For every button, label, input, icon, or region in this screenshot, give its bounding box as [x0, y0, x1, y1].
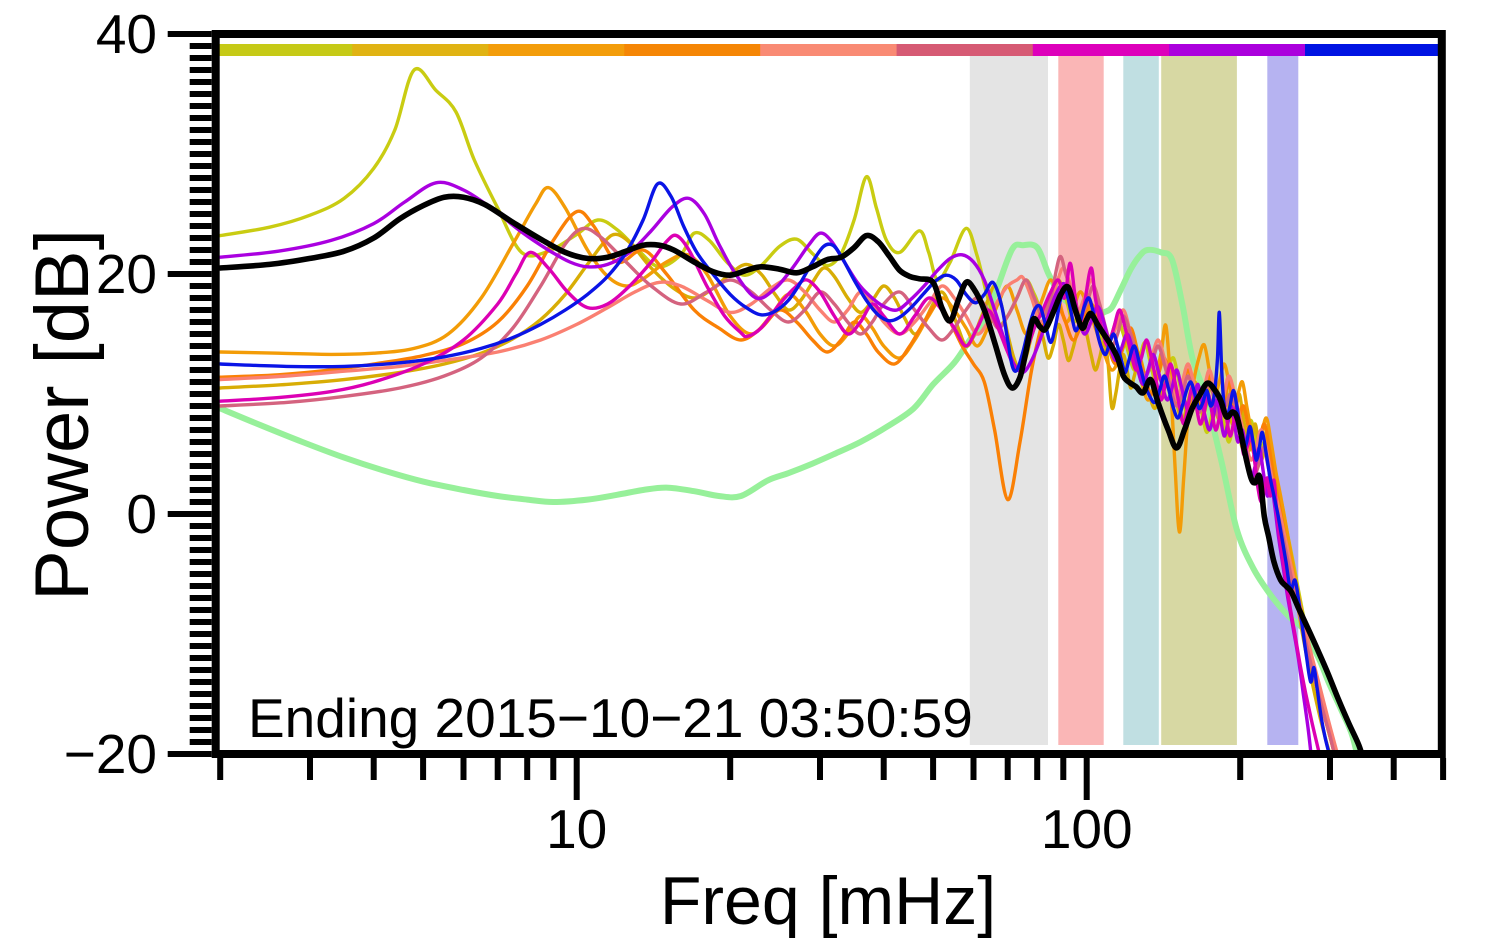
top-bar-segment-7 [1169, 44, 1306, 56]
top-bar-segment-3 [624, 44, 761, 56]
x-tick-label: 10 [546, 798, 607, 860]
x-tick-label: 100 [1041, 798, 1133, 860]
y-axis [167, 31, 212, 757]
plot-frame [211, 30, 1446, 758]
top-bar-segment-5 [896, 44, 1034, 56]
y-axis-title: Power [dB] [20, 229, 105, 601]
y-tick-label: −20 [64, 723, 157, 785]
x-axis-title: Freq [mHz] [660, 863, 996, 939]
top-bar-segment-2 [488, 44, 625, 56]
freq-band-0 [969, 56, 1048, 745]
series-black-mean [217, 193, 1365, 754]
top-bar-segment-1 [352, 44, 489, 56]
freq-band-1 [1058, 56, 1104, 745]
series-light-green [217, 241, 1361, 754]
top-bar-segment-0 [216, 44, 353, 56]
annotation: Ending 2015−10−21 03:50:59 [248, 687, 973, 749]
series-blue [218, 181, 1331, 754]
top-bar-segment-6 [1032, 44, 1170, 56]
x-tick-labels: 10 100 [546, 798, 1132, 860]
series-magenta [218, 233, 1322, 754]
series-lines [217, 66, 1365, 754]
y-tick-label: 0 [126, 483, 157, 545]
series-salmon [218, 266, 1340, 754]
freq-band-4 [1267, 56, 1299, 745]
y-tick-label: 40 [96, 3, 157, 65]
top-bar-segment-4 [760, 44, 898, 56]
top-color-bar [216, 44, 1442, 56]
top-bar-segment-8 [1305, 44, 1442, 56]
x-axis [217, 758, 1447, 800]
y-tick-labels: 40 20 0 −20 [64, 3, 157, 785]
y-tick-label: 20 [96, 243, 157, 305]
